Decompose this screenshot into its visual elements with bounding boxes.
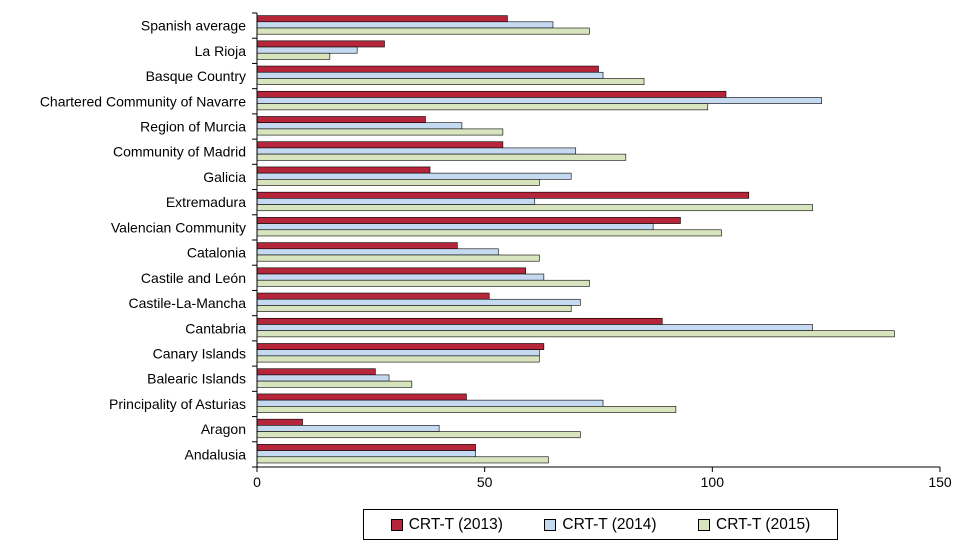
bar-canary-islands-2015 (256, 355, 540, 363)
category-label-castile-la-mancha: Castile-La-Mancha (129, 295, 247, 311)
category-label-principality-of-asturias: Principality of Asturias (109, 396, 246, 412)
bar-castile-and-leon-2013 (256, 267, 526, 275)
bar-galicia-2013 (256, 166, 431, 174)
category-label-valencian-community: Valencian Community (111, 219, 246, 235)
legend-item-2013: CRT-T (2013) (390, 515, 503, 534)
legend-label-2014: CRT-T (2014) (562, 515, 657, 533)
category-label-catalonia: Catalonia (187, 245, 246, 261)
bar-catalonia-2015 (256, 254, 540, 262)
bar-extremadura-2013 (256, 191, 750, 199)
bar-andalusia-2015 (256, 456, 549, 464)
bar-canary-islands-2013 (256, 343, 545, 350)
bar-extremadura-2014 (256, 198, 536, 205)
legend-swatch-2015 (698, 518, 711, 531)
bar-canary-islands-2014 (256, 349, 540, 357)
bar-region-of-murcia-2015 (256, 128, 504, 136)
category-label-extremadura: Extremadura (166, 194, 246, 210)
bar-andalusia-2013 (256, 444, 476, 451)
bar-chartered-community-of-navarre-2013 (256, 90, 727, 98)
bar-la-rioja-2014 (256, 46, 358, 54)
bar-castile-and-leon-2014 (256, 273, 545, 281)
bar-principality-of-asturias-2014 (256, 399, 604, 407)
legend-label-2015: CRT-T (2015) (716, 515, 811, 533)
bar-castile-and-leon-2015 (256, 279, 590, 287)
bar-andalusia-2014 (256, 450, 476, 458)
x-tick-label-50: 50 (477, 474, 493, 490)
bar-aragon-2015 (256, 431, 581, 439)
bar-valencian-community-2015 (256, 229, 722, 237)
category-label-la-rioja: La Rioja (195, 43, 247, 59)
x-axis-ticks: 0 50 100 150 (252, 12, 952, 490)
category-label-cantabria: Cantabria (185, 320, 246, 336)
bar-catalonia-2014 (256, 248, 499, 256)
bar-castile-la-mancha-2013 (256, 292, 490, 300)
category-label-andalusia: Andalusia (185, 446, 247, 462)
bar-chart: Spanish average La Rioja Basque Country Cha… (40, 12, 952, 490)
category-label-aragon: Aragon (201, 421, 246, 437)
legend-swatch-2013 (390, 518, 403, 531)
x-tick-label-150: 150 (928, 474, 952, 490)
bars-group (256, 15, 895, 464)
bar-aragon-2013 (256, 418, 303, 426)
bar-principality-of-asturias-2013 (256, 393, 467, 401)
category-labels: Spanish average La Rioja Basque Country Cha… (40, 18, 246, 463)
bar-basque-country-2013 (256, 65, 599, 73)
legend: CRT-T (2013) CRT-T (2014) CRT-T (2015) (363, 509, 838, 540)
bar-valencian-community-2014 (256, 223, 654, 231)
bar-community-of-madrid-2014 (256, 147, 577, 155)
bar-chartered-community-of-navarre-2014 (256, 97, 822, 104)
bar-chartered-community-of-navarre-2015 (256, 103, 709, 111)
bar-region-of-murcia-2013 (256, 116, 426, 123)
bar-spanish-average-2014 (256, 21, 554, 29)
bar-galicia-2015 (256, 179, 540, 186)
bar-region-of-murcia-2014 (256, 122, 463, 130)
legend-label-2013: CRT-T (2013) (408, 515, 503, 533)
bar-spanish-average-2015 (256, 27, 590, 35)
category-label-community-of-madrid: Community of Madrid (113, 144, 246, 160)
category-label-basque-country: Basque Country (146, 68, 246, 84)
bar-extremadura-2015 (256, 204, 813, 212)
category-label-castile-and-leon: Castile and León (141, 270, 246, 286)
bar-castile-la-mancha-2014 (256, 298, 581, 306)
bar-aragon-2014 (256, 425, 440, 432)
bar-spanish-average-2013 (256, 15, 508, 23)
bar-balearic-islands-2014 (256, 374, 390, 382)
category-label-canary-islands: Canary Islands (153, 346, 246, 362)
bar-castile-la-mancha-2015 (256, 305, 572, 312)
bar-cantabria-2013 (256, 317, 663, 325)
legend-swatch-2014 (544, 518, 557, 531)
bar-cantabria-2015 (256, 330, 895, 338)
bar-community-of-madrid-2013 (256, 141, 504, 149)
category-label-balearic-islands: Balearic Islands (147, 371, 246, 387)
category-label-chartered-community-of-navarre: Chartered Community of Navarre (40, 93, 246, 109)
bar-basque-country-2015 (256, 78, 645, 85)
bar-balearic-islands-2015 (256, 380, 413, 388)
category-label-spanish-average: Spanish average (141, 18, 246, 34)
bar-principality-of-asturias-2015 (256, 406, 677, 413)
legend-item-2015: CRT-T (2015) (698, 516, 810, 534)
bar-catalonia-2013 (256, 242, 458, 250)
bar-galicia-2014 (256, 172, 572, 180)
x-tick-label-100: 100 (701, 474, 725, 490)
bar-basque-country-2014 (256, 71, 604, 79)
legend-item-2014: CRT-T (2014) (544, 515, 657, 534)
bar-community-of-madrid-2015 (256, 153, 627, 161)
bar-cantabria-2014 (256, 324, 813, 331)
bar-valencian-community-2013 (256, 217, 681, 224)
bar-balearic-islands-2013 (256, 368, 376, 376)
category-label-region-of-murcia: Region of Murcia (140, 119, 246, 135)
bar-la-rioja-2015 (256, 52, 331, 60)
x-tick-label-0: 0 (253, 474, 261, 490)
category-label-galicia: Galicia (203, 169, 246, 185)
bar-la-rioja-2013 (256, 40, 385, 48)
